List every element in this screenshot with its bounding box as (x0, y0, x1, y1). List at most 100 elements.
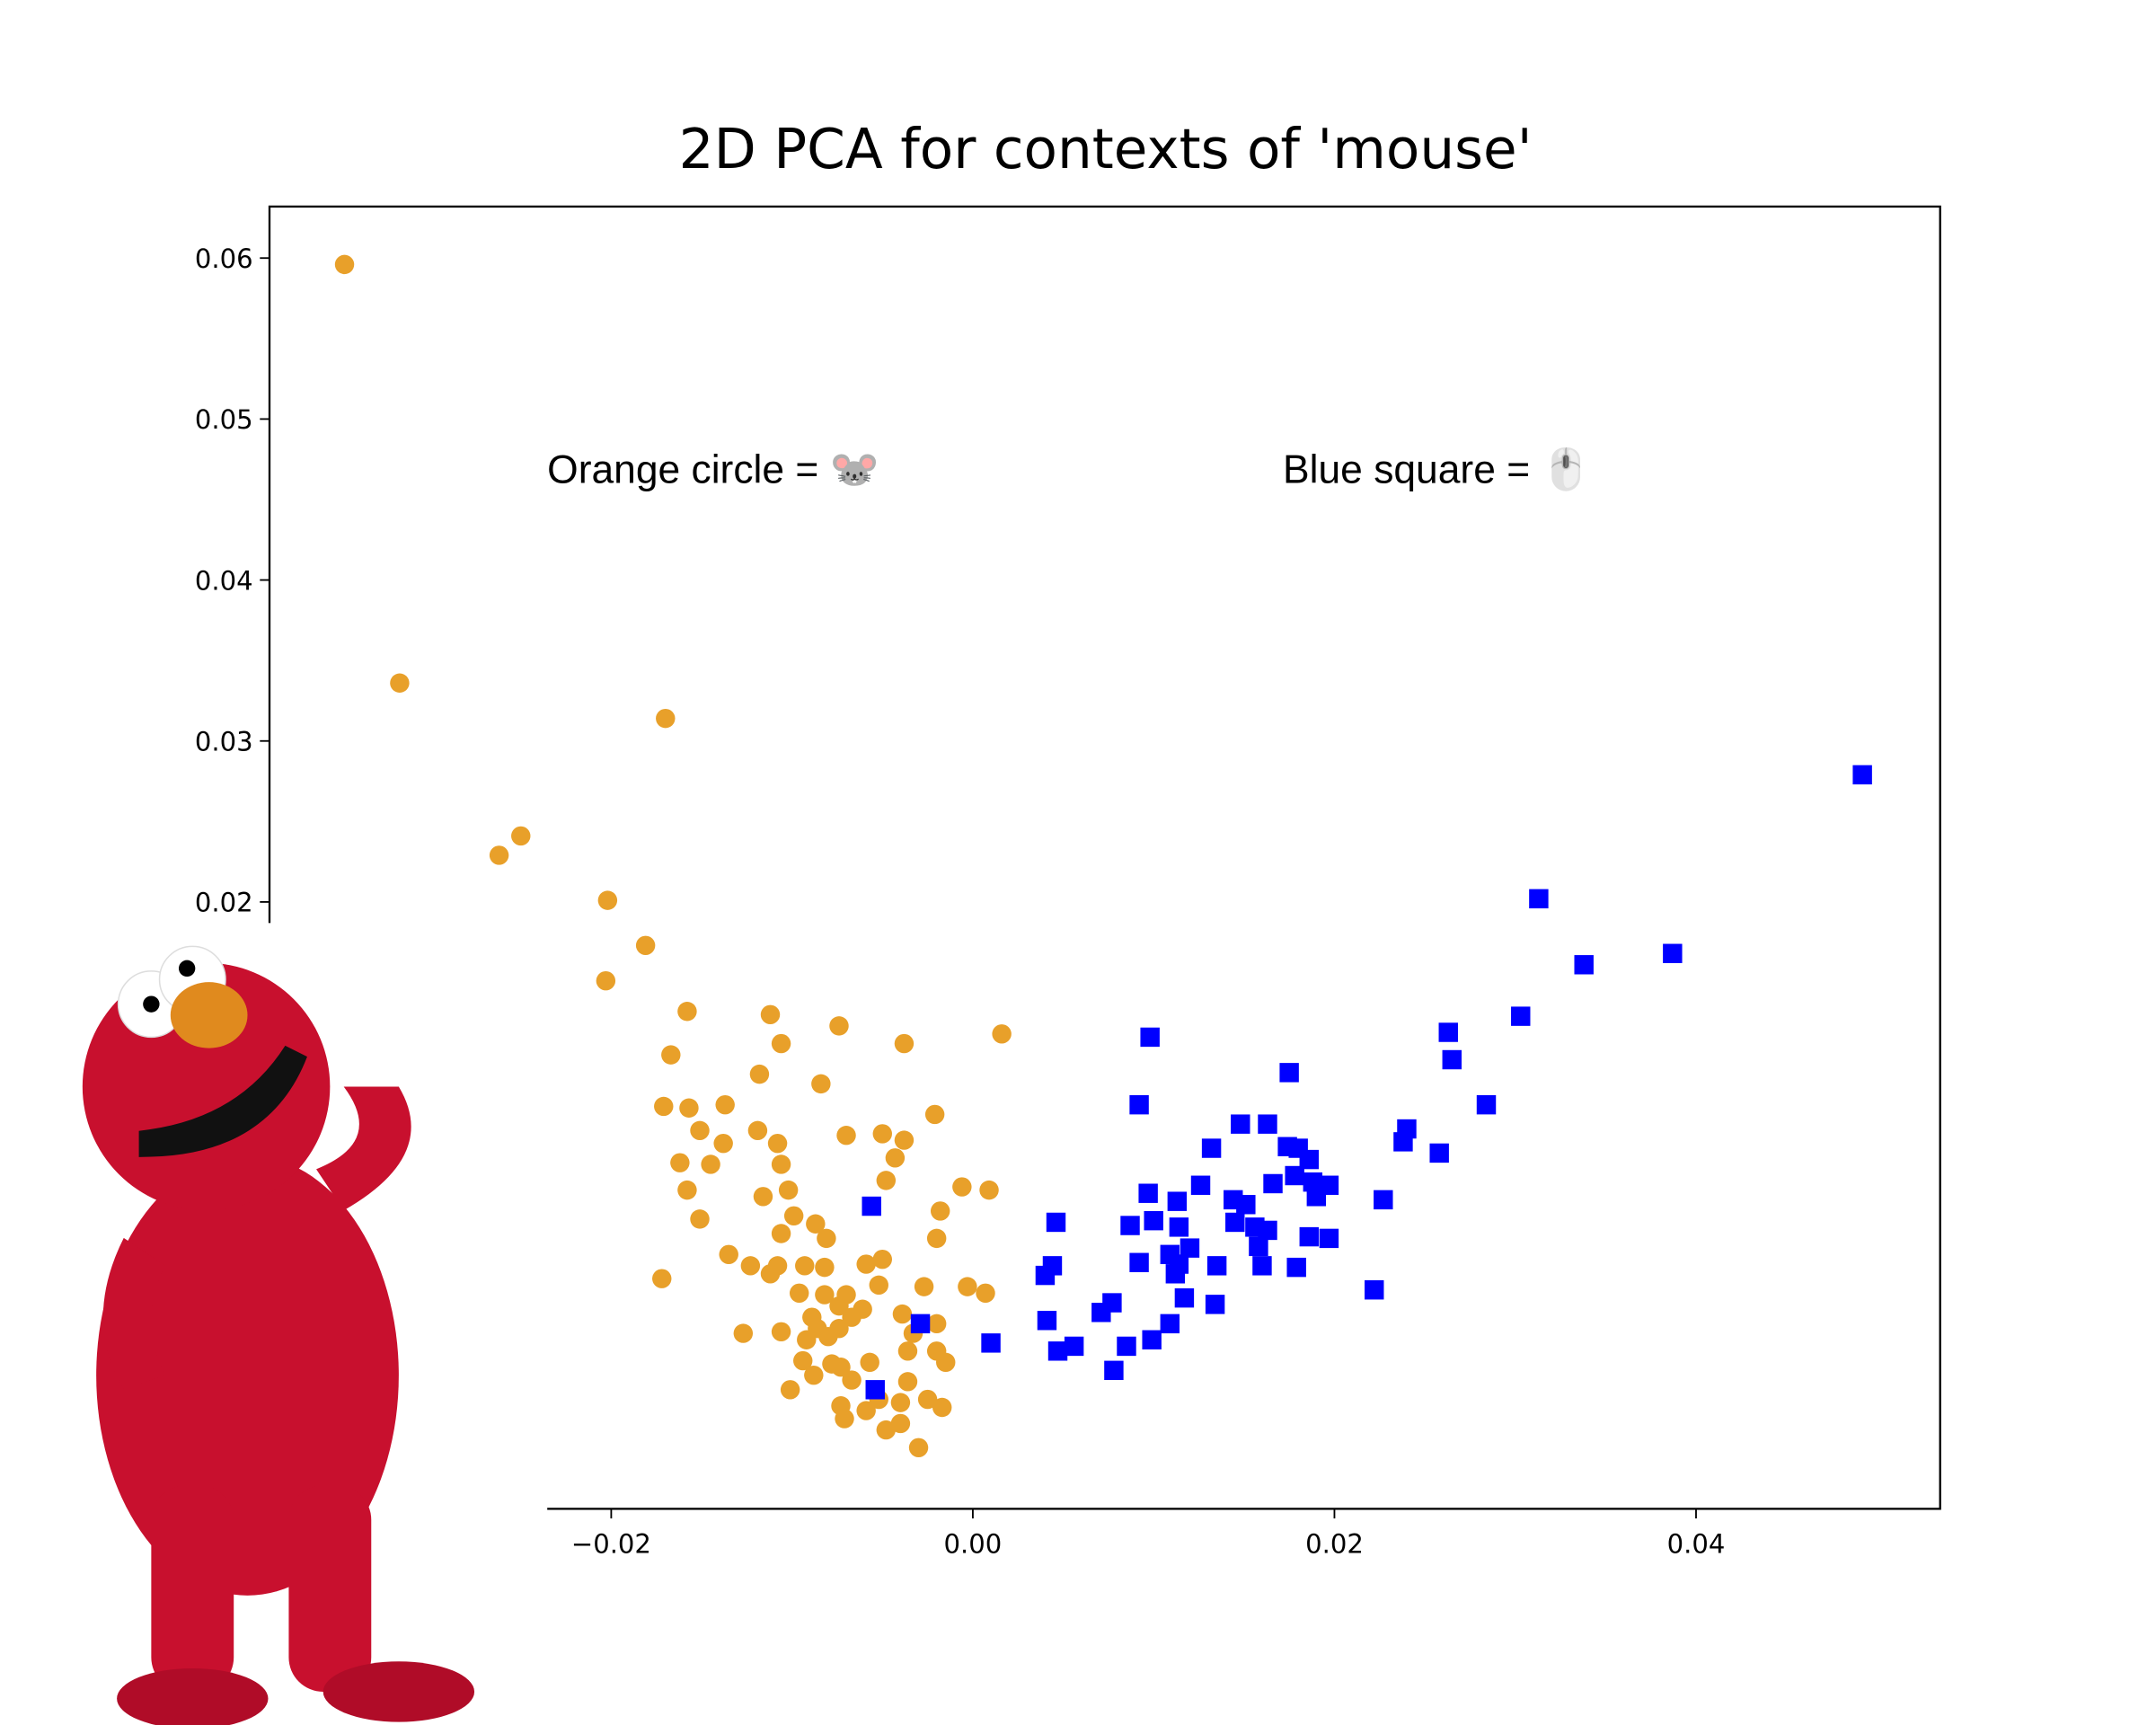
elmo-arm (102, 1237, 165, 1390)
elmo-illustration (0, 923, 548, 1725)
circle-point (597, 890, 618, 910)
square-point (1263, 1173, 1283, 1194)
circle-point (926, 1314, 947, 1334)
square-point (1529, 889, 1549, 909)
square-point (1091, 1303, 1111, 1322)
circle-point (690, 1209, 710, 1229)
circle-point (815, 1285, 835, 1305)
circle-point (842, 1370, 862, 1390)
circle-point (829, 1016, 849, 1036)
y-tick-label: 0.04 (195, 565, 253, 596)
square-point (1374, 1190, 1393, 1210)
square-point (1299, 1149, 1319, 1170)
circle-point (815, 1257, 835, 1278)
square-point (1231, 1114, 1250, 1134)
circle-point (749, 1064, 770, 1084)
square-point (1169, 1217, 1189, 1237)
square-point (1319, 1228, 1339, 1249)
square-point (1142, 1330, 1162, 1349)
circle-point (831, 1358, 851, 1377)
circle-point (836, 1125, 856, 1146)
square-point (1117, 1336, 1136, 1357)
elmo-pupil (178, 960, 196, 978)
circle-point (908, 1438, 929, 1458)
square-point (1129, 1252, 1149, 1272)
square-point (1258, 1220, 1277, 1241)
square-point (1165, 1264, 1186, 1284)
square-point (1201, 1138, 1222, 1158)
y-tick-label: 0.03 (195, 726, 253, 756)
circle-point (771, 1322, 791, 1342)
square-point (1035, 1265, 1056, 1286)
elmo-foot (117, 1668, 269, 1725)
circle-point (924, 1104, 945, 1125)
square-point (1144, 1210, 1163, 1231)
circle-point (835, 1409, 854, 1429)
square-point (1046, 1212, 1066, 1233)
circle-point (872, 1249, 893, 1269)
circle-point (829, 1296, 849, 1316)
circle-point (733, 1323, 754, 1343)
square-point (1167, 1191, 1188, 1211)
circle-point (334, 254, 355, 275)
elmo-mouth (138, 1045, 307, 1157)
circle-point (876, 1420, 897, 1440)
square-point (1205, 1295, 1225, 1314)
square-point (1442, 1049, 1462, 1070)
circle-point (914, 1277, 934, 1296)
circle-point (894, 1033, 915, 1054)
square-point (1138, 1183, 1158, 1203)
elmo-foot (323, 1661, 475, 1722)
x-tick-label: 0.02 (1305, 1528, 1364, 1559)
square-point (1225, 1212, 1245, 1233)
square-point (1104, 1360, 1124, 1381)
circle-point (795, 1256, 815, 1276)
square-point (1476, 1094, 1497, 1115)
circle-point (701, 1154, 720, 1174)
square-point (1299, 1226, 1319, 1247)
circle-point (778, 1180, 799, 1200)
circle-point (797, 1330, 817, 1349)
circle-point (894, 1130, 915, 1150)
square-point (1258, 1114, 1277, 1134)
square-point (1190, 1175, 1211, 1195)
square-point (1206, 1256, 1227, 1276)
square-point (1064, 1336, 1084, 1357)
circle-point (677, 1180, 697, 1200)
y-tick-label: 0.05 (195, 404, 253, 435)
circle-point (767, 1133, 788, 1154)
circle-point (856, 1401, 876, 1420)
square-point (1365, 1280, 1384, 1300)
circle-point (885, 1148, 906, 1168)
x-tick-label: 0.00 (944, 1528, 1003, 1559)
circle-point (930, 1201, 950, 1221)
y-tick-label: 0.06 (195, 243, 253, 274)
square-point (1037, 1311, 1057, 1331)
circle-point (872, 1124, 893, 1144)
square-point (1574, 955, 1594, 975)
square-point (1286, 1257, 1306, 1278)
circle-point (677, 1002, 697, 1022)
elmo-arm (316, 1086, 411, 1211)
circle-point (793, 1350, 813, 1371)
square-point (1252, 1256, 1272, 1276)
circle-point (679, 1098, 699, 1118)
axes-frame (268, 205, 1941, 1510)
elmo-leg (288, 1485, 372, 1692)
circle-point (719, 1244, 738, 1265)
circle-point (652, 1269, 672, 1288)
circle-point (932, 1397, 952, 1418)
y-tick-label: 0.02 (195, 888, 253, 918)
square-point (1393, 1132, 1413, 1152)
square-point (1279, 1063, 1299, 1083)
circle-point (992, 1024, 1012, 1044)
annotation: Blue square = 🖱️ (1283, 447, 1591, 492)
square-point (1047, 1341, 1068, 1361)
annotation: Orange circle = 🐭 (547, 448, 879, 492)
square-point (1285, 1165, 1304, 1186)
circle-point (596, 970, 616, 991)
circle-point (783, 1206, 804, 1226)
circle-point (489, 845, 509, 865)
plot: 2D PCA for contexts of 'mouse' Orange ci… (195, 118, 1941, 1559)
square-point (1120, 1216, 1140, 1235)
